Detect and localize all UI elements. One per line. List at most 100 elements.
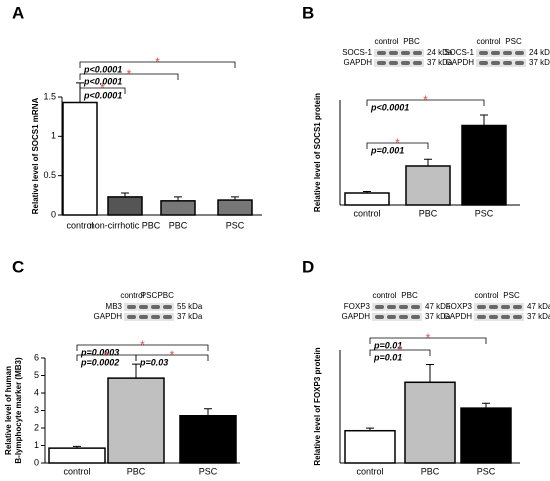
- x-tick-label: control: [66, 220, 93, 230]
- blot-strip: [476, 59, 526, 67]
- significance-star: *: [395, 136, 400, 150]
- p-value: p=0.01: [373, 352, 402, 362]
- blot-band: [163, 315, 172, 319]
- blot-band: [489, 315, 498, 319]
- x-tick-label: PBC: [169, 220, 188, 230]
- kda-label: 37 kDa: [177, 312, 203, 321]
- blot-band: [477, 305, 486, 309]
- blot-band: [399, 315, 408, 319]
- kda-label: 37 kDa: [427, 58, 453, 67]
- error-bar: [426, 364, 434, 383]
- blot-band: [401, 61, 410, 65]
- y-axis-label: Relative level of FOXP3 protein: [313, 347, 322, 465]
- blot-band: [513, 315, 522, 319]
- x-tick-label: PSC: [199, 466, 218, 476]
- kda-label: 47 kDa: [425, 302, 451, 311]
- significance-star: *: [398, 343, 403, 357]
- p-value: p<0.0001: [370, 102, 409, 112]
- x-tick-label: PBC: [419, 208, 438, 218]
- lane-label: PBC: [401, 291, 418, 300]
- p-value: p=0.0003: [80, 347, 119, 357]
- blot-strip: [372, 313, 422, 321]
- x-tick-label: PSC: [477, 466, 496, 476]
- kda-label: 37 kDa: [527, 312, 550, 321]
- bar: [405, 165, 451, 206]
- kda-label: 37 kDa: [425, 312, 451, 321]
- blot-band: [411, 305, 420, 309]
- blot-band: [501, 315, 510, 319]
- blot-band: [515, 51, 524, 55]
- blot-band: [413, 61, 422, 65]
- kda-label: 24 kDa: [529, 48, 550, 57]
- bar: [160, 200, 196, 216]
- bar: [461, 124, 507, 206]
- blot-band: [163, 305, 172, 309]
- bracket: [79, 87, 126, 94]
- blot-band: [387, 305, 396, 309]
- blot-band: [377, 51, 386, 55]
- blot-band: [375, 315, 384, 319]
- blot-strip: [124, 313, 174, 321]
- lane-label: PBC: [157, 291, 174, 300]
- panel-letter: C: [12, 257, 24, 276]
- blot-band: [503, 51, 512, 55]
- kda-label: 24 kDa: [427, 48, 453, 57]
- protein-label: GAPDH: [94, 312, 123, 321]
- error-bar: [482, 402, 490, 409]
- blot-strip: [124, 303, 174, 311]
- lane-label: control: [374, 37, 398, 46]
- protein-label: GAPDH: [444, 312, 473, 321]
- protein-label: GAPDH: [342, 312, 371, 321]
- blot-band: [127, 305, 136, 309]
- bar: [217, 199, 253, 216]
- blot-strip: [374, 49, 424, 57]
- lane-label: PSC: [503, 291, 520, 300]
- blot-band: [491, 51, 500, 55]
- y-axis-label: Relative level of human: [4, 366, 13, 455]
- blot-band: [401, 51, 410, 55]
- bar: [460, 407, 512, 464]
- blot-band: [503, 61, 512, 65]
- protein-label: GAPDH: [446, 58, 475, 67]
- p-value: p=0.001: [370, 145, 404, 155]
- significance-star: *: [140, 338, 145, 352]
- bracket: [79, 73, 179, 80]
- blot-band: [387, 315, 396, 319]
- kda-label: 55 kDa: [177, 302, 203, 311]
- x-tick-label: non-cirrhotic PBC: [90, 220, 161, 230]
- significance-star: *: [155, 55, 160, 69]
- blot-band: [515, 61, 524, 65]
- bar: [344, 429, 396, 464]
- panel-letter: A: [12, 3, 24, 22]
- lane-label: PSC: [505, 37, 522, 46]
- blot-band: [139, 305, 148, 309]
- significance-star: *: [100, 81, 105, 95]
- protein-label: GAPDH: [344, 58, 373, 67]
- protein-label: FOXP3: [344, 302, 371, 311]
- blot-band: [139, 315, 148, 319]
- lane-label: PBC: [403, 37, 420, 46]
- bar: [62, 101, 98, 216]
- panel-letter: B: [302, 3, 314, 22]
- x-tick-label: control: [356, 466, 383, 476]
- error-bar: [480, 114, 488, 126]
- error-bar: [73, 445, 81, 449]
- x-tick-label: control: [353, 208, 380, 218]
- error-bar: [121, 192, 129, 197]
- significance-star: *: [127, 67, 132, 81]
- blot-band: [501, 305, 510, 309]
- y-tick-label: 0.5: [43, 170, 56, 180]
- y-tick-label: 1.5: [43, 91, 56, 101]
- blot-strip: [474, 313, 524, 321]
- x-tick-label: PBC: [127, 466, 146, 476]
- error-bar: [424, 158, 432, 166]
- blot-band: [513, 305, 522, 309]
- p-value: p=0.01: [373, 340, 402, 350]
- x-tick-label: PSC: [475, 208, 494, 218]
- p-value: p<0.0001: [83, 90, 122, 100]
- bracket: [366, 142, 429, 149]
- blot-strip: [374, 59, 424, 67]
- bar: [404, 381, 456, 464]
- bracket: [366, 99, 485, 106]
